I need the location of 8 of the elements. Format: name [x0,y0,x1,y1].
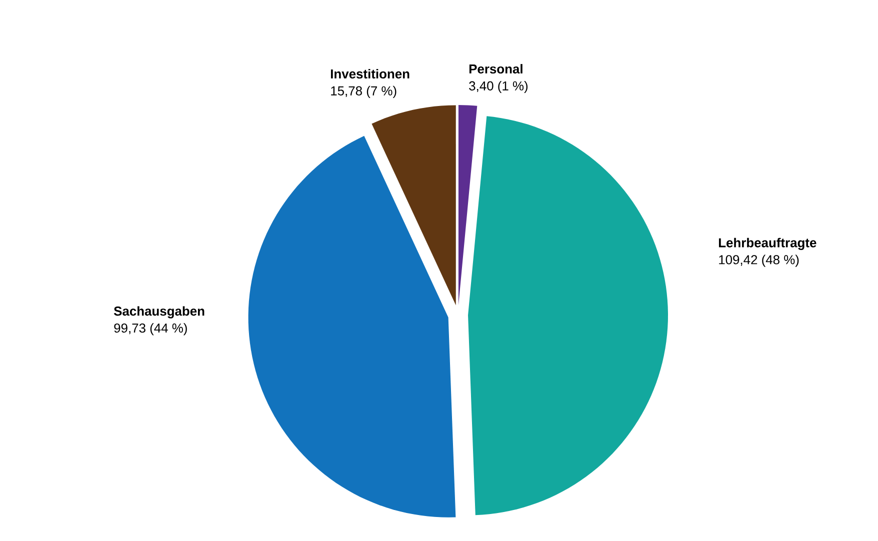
data-label: 99,73 (44 %) [114,323,187,336]
data-label: 15,78 (7 %) [331,86,396,98]
data-label: 3,40 (1 %) [469,80,528,94]
slice-label: Lehrbeauftragte [718,238,816,250]
data-label: 109,42 (48 %) [719,254,799,267]
slice-label: Personal [469,64,522,74]
slice-label: Sachausgaben [114,306,204,318]
slice-label: Investitionen [330,68,410,79]
